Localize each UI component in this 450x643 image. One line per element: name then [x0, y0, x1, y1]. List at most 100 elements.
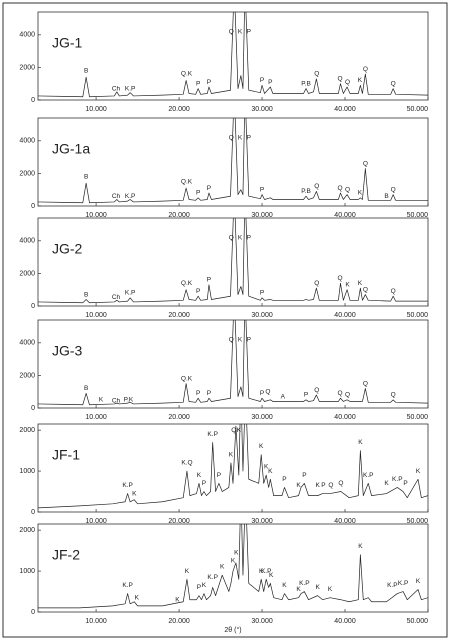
peak-annotation: K — [220, 564, 225, 571]
x-tick-label: 10.000 — [85, 518, 107, 525]
peak-annotation: K — [132, 490, 137, 497]
x-tick-label: 10.000 — [85, 414, 107, 421]
peak-annotation: K — [384, 480, 389, 487]
peak-annotation: Q — [314, 280, 319, 287]
peak-annotation: K.P — [261, 568, 271, 575]
peak-annotation: Q — [338, 76, 343, 83]
peak-annotation: K — [238, 234, 243, 241]
peak-annotation: K — [229, 451, 234, 458]
peak-annotation: Q — [338, 185, 343, 192]
y-tick-label: 0 — [31, 97, 35, 104]
x-tick-label: 20.000 — [168, 312, 190, 319]
y-tick-label: 2000 — [19, 427, 35, 434]
peak-annotation: K — [296, 586, 301, 593]
peak-annotation: K — [237, 427, 242, 434]
x-tick-label: 20.000 — [168, 618, 190, 625]
y-tick-label: 2000 — [19, 64, 35, 71]
peak-annotation: P — [197, 584, 201, 591]
peak-annotation: Q.K — [181, 375, 193, 382]
peak-annotation: Q — [345, 79, 350, 86]
peak-annotation: Q — [328, 482, 333, 489]
peak-annotation: K — [282, 582, 287, 589]
peak-annotation: Q — [391, 392, 396, 399]
peak-annotation: Q — [363, 380, 368, 387]
peak-annotation: Q — [229, 336, 234, 343]
peak-annotation: K — [328, 586, 333, 593]
panel-label: JG-2 — [52, 241, 83, 257]
peak-annotation: K — [269, 572, 274, 579]
peak-annotation: P — [202, 480, 206, 487]
peak-annotation: Q — [363, 286, 368, 293]
panel-label: JG-1 — [52, 35, 83, 51]
peak-annotation: K — [416, 578, 421, 585]
x-tick-label: 10.000 — [85, 212, 107, 219]
peak-annotation: P — [247, 234, 251, 241]
y-tick-label: 4000 — [19, 238, 35, 245]
peak-annotation: K — [416, 468, 421, 475]
y-tick-label: 4000 — [19, 32, 35, 39]
peak-annotation: K — [268, 468, 273, 475]
peak-annotation: K — [135, 594, 140, 601]
diffraction-trace — [38, 424, 428, 509]
peak-annotation: B — [384, 193, 388, 200]
peak-annotation: P — [217, 472, 221, 479]
peak-annotation: B — [84, 385, 88, 392]
peak-annotation: Q — [314, 387, 319, 394]
peak-annotation: P — [302, 472, 306, 479]
peak-annotation: Ch — [112, 397, 121, 404]
peak-annotation: K.P — [122, 482, 132, 489]
plot-frame — [37, 423, 429, 513]
peak-annotation: P — [207, 390, 211, 397]
peak-annotation: Q — [345, 392, 350, 399]
peak-annotation: P — [207, 185, 211, 192]
peak-annotation: P — [260, 390, 264, 397]
peak-annotation: K — [238, 28, 243, 35]
peak-annotation: K — [358, 77, 363, 84]
y-tick-label: 1000 — [19, 568, 35, 575]
y-tick-label: 1000 — [19, 468, 35, 475]
panel-label: JG-3 — [52, 343, 83, 359]
peak-annotation: K.P — [398, 580, 408, 587]
diffraction-trace — [38, 218, 428, 304]
y-tick-label: 4000 — [19, 138, 35, 145]
peak-annotation: K.P — [125, 85, 135, 92]
y-tick-label: 2000 — [19, 372, 35, 379]
peak-annotation: Q — [314, 183, 319, 190]
peak-annotation: K — [296, 482, 301, 489]
peak-annotation: B — [84, 291, 88, 298]
diffraction-trace — [38, 118, 428, 204]
x-axis-label: 2θ (°) — [224, 626, 241, 634]
x-tick-label: 50.000 — [407, 414, 429, 421]
y-tick-label: 4000 — [19, 340, 35, 347]
peak-annotation: A — [281, 393, 286, 400]
peak-annotation: P — [247, 134, 251, 141]
peak-annotation: K — [264, 464, 269, 471]
x-tick-label: 40.000 — [334, 106, 356, 113]
peak-annotation: K — [345, 282, 350, 289]
diffraction-trace — [38, 524, 428, 609]
peak-annotation: K — [202, 582, 207, 589]
y-tick-label: 2000 — [19, 170, 35, 177]
panel-label: JF-2 — [52, 547, 80, 563]
peak-annotation: P.B — [301, 80, 311, 87]
diffraction-trace — [38, 12, 428, 98]
peak-annotation: P — [207, 277, 211, 284]
y-tick-label: 2000 — [19, 527, 35, 534]
panel-label: JG-1a — [52, 141, 90, 157]
x-tick-label: 30.000 — [251, 212, 273, 219]
peak-annotation: P — [321, 482, 325, 489]
peak-annotation: K — [197, 472, 202, 479]
peak-annotation: K — [315, 584, 320, 591]
x-tick-label: 50.000 — [407, 618, 429, 625]
x-tick-label: 40.000 — [334, 618, 356, 625]
panel-label: JF-1 — [52, 447, 80, 463]
peak-annotation: P — [260, 186, 264, 193]
peak-annotation: Ch — [112, 193, 121, 200]
peak-annotation: K — [358, 190, 363, 197]
peak-annotation: P — [268, 79, 272, 86]
y-tick-label: 2000 — [19, 270, 35, 277]
x-tick-label: 10.000 — [85, 312, 107, 319]
peak-annotation: K — [358, 543, 363, 550]
peak-annotation: Q — [391, 80, 396, 87]
peak-annotation: K.P — [122, 582, 132, 589]
